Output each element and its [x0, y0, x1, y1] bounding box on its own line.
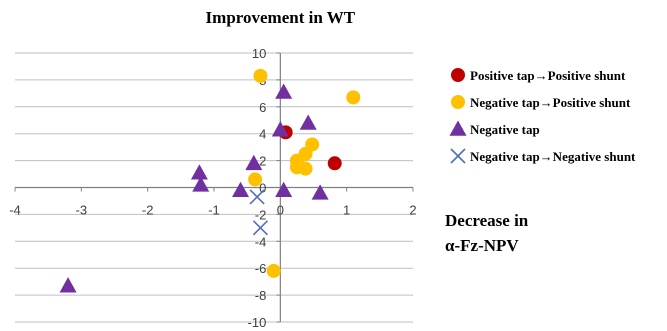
legend-label: Positive tap→Positive shunt: [470, 68, 626, 83]
legend-label: Negative tap: [470, 122, 540, 137]
x-tick-label: 1: [343, 203, 350, 218]
data-point: [311, 184, 329, 200]
y-tick-label: -2: [255, 207, 267, 222]
data-point: [192, 176, 210, 192]
data-point: [190, 164, 208, 180]
data-point: [253, 68, 268, 83]
y-tick-label: 0: [259, 181, 266, 196]
data-point: [346, 90, 361, 105]
y-tick-label: -4: [255, 234, 267, 249]
chart-title: Improvement in WT: [206, 8, 356, 27]
data-point: [245, 154, 263, 171]
data-point: [275, 83, 293, 99]
data-point: [327, 156, 342, 171]
x-axis-label-line-2: α-Fz-NPV: [445, 236, 519, 255]
legend-marker: [451, 68, 465, 82]
data-point: [298, 161, 313, 176]
y-tick-label: 2: [259, 154, 266, 169]
legend-marker: [451, 95, 465, 109]
x-tick-label: -1: [208, 203, 220, 218]
x-tick-label: -4: [9, 203, 21, 218]
y-tick-label: 4: [259, 127, 266, 142]
x-tick-label: -2: [142, 203, 154, 218]
legend-marker: [450, 148, 466, 164]
y-tick-label: -6: [255, 261, 267, 276]
x-tick-label: -3: [76, 203, 88, 218]
x-tick-label: 0: [277, 203, 284, 218]
y-tick-label: 10: [252, 46, 266, 61]
y-tick-label: 6: [259, 100, 266, 115]
data-point: [232, 181, 250, 197]
x-tick-label: 2: [409, 203, 416, 218]
data-point: [249, 189, 265, 205]
legend-label: Negative tap→Negative shunt: [470, 149, 636, 164]
x-axis-label-line-1: Decrease in: [445, 211, 529, 230]
data-point: [248, 172, 263, 187]
legend-label: Negative tap→Positive shunt: [470, 95, 631, 110]
data-point: [252, 220, 268, 236]
data-point: [59, 277, 77, 293]
data-point: [275, 181, 293, 197]
data-point: [271, 121, 289, 137]
legend-marker: [449, 120, 467, 136]
data-point: [299, 114, 317, 130]
data-point: [266, 263, 281, 278]
y-tick-label: -8: [255, 288, 267, 303]
y-tick-label: -10: [248, 315, 267, 330]
